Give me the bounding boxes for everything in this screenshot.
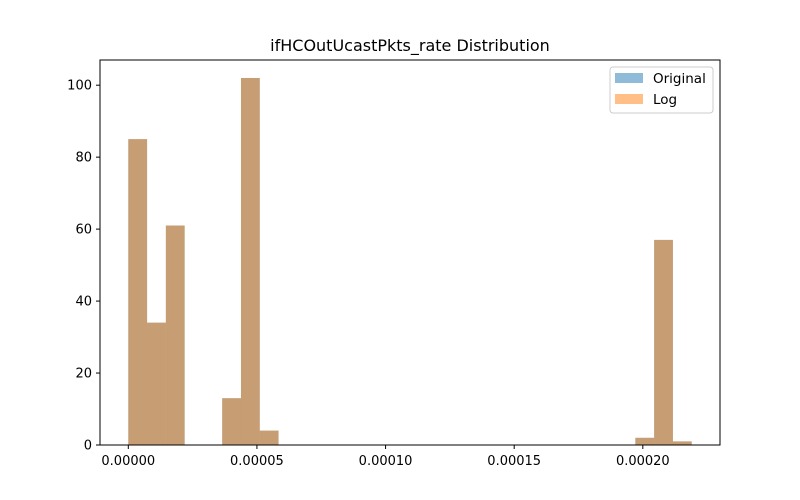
bar-log-2 (165, 225, 185, 445)
legend-swatch-log (615, 94, 643, 104)
legend-swatch-original (615, 73, 643, 83)
y-tick-label: 80 (75, 151, 92, 166)
y-tick-label: 20 (75, 367, 92, 382)
legend-label-original: Original (653, 71, 706, 87)
bar-log-6 (240, 77, 260, 445)
y-axis: 0 20 40 60 80 100 (67, 79, 100, 454)
y-tick-label: 60 (75, 223, 92, 238)
chart-title: ifHCOutUcastPkts_rate Distribution (270, 36, 550, 56)
x-tick-label: 0.00015 (487, 454, 541, 469)
bar-log-5 (222, 398, 241, 445)
x-tick-label: 0.00005 (230, 454, 284, 469)
bars-group (128, 77, 692, 445)
x-tick-label: 0.00010 (359, 454, 413, 469)
x-axis: 0.00000 0.00005 0.00010 0.00015 0.00020 (101, 445, 670, 469)
bar-log-1 (147, 322, 166, 445)
bar-log-27 (635, 437, 655, 445)
y-tick-label: 100 (67, 79, 92, 94)
bar-log-0 (128, 139, 148, 445)
x-tick-label: 0.00020 (616, 454, 670, 469)
legend-label-log: Log (653, 92, 677, 108)
y-tick-label: 0 (84, 439, 92, 454)
x-tick-label: 0.00000 (101, 454, 155, 469)
bar-log-7 (259, 430, 279, 445)
bar-log-29 (672, 441, 692, 445)
legend: Original Log (609, 66, 714, 114)
bar-log-28 (654, 239, 673, 445)
y-tick-label: 40 (75, 295, 92, 310)
plot-frame (99, 59, 721, 446)
